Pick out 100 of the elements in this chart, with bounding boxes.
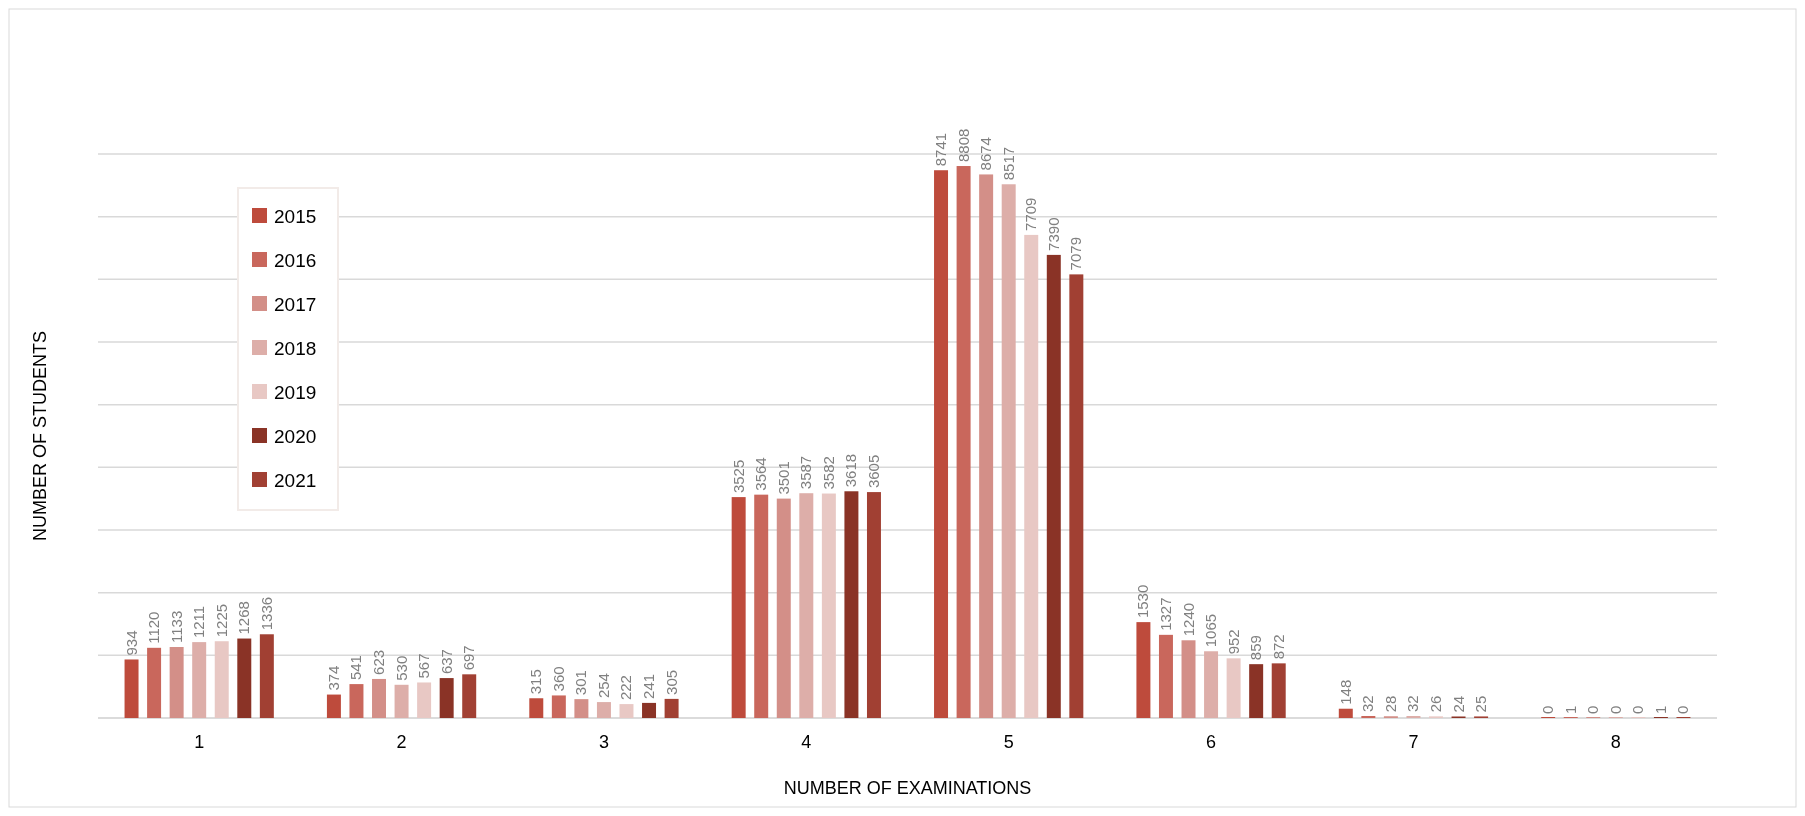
bar (192, 642, 207, 718)
x-tick-label: 3 (598, 732, 609, 752)
data-label: 8517 (999, 146, 1017, 181)
legend-label: 2019 (274, 381, 317, 403)
data-label: 315 (527, 669, 545, 695)
bar (214, 641, 229, 718)
bar (574, 699, 589, 718)
bar (394, 684, 409, 718)
data-label: 305 (662, 669, 680, 695)
bar (1024, 234, 1039, 718)
data-label: 8741 (932, 132, 950, 167)
bar (1001, 184, 1016, 718)
data-label: 301 (572, 670, 590, 696)
legend-label: 2017 (274, 293, 317, 315)
data-label: 360 (549, 666, 567, 692)
data-label: 25 (1472, 695, 1490, 713)
bar (326, 694, 341, 718)
data-label: 24 (1449, 695, 1467, 713)
x-axis-title: NUMBER OF EXAMINATIONS (783, 778, 1032, 798)
data-label: 8808 (954, 128, 972, 163)
data-label: 859 (1247, 635, 1265, 661)
x-tick-label: 4 (801, 732, 812, 752)
x-tick-label: 8 (1610, 732, 1621, 752)
bar (799, 493, 814, 718)
data-label: 28 (1381, 695, 1399, 713)
bar (1136, 622, 1151, 718)
data-label: 1336 (257, 596, 275, 631)
data-label: 872 (1269, 634, 1287, 660)
data-label: 0 (1629, 705, 1647, 714)
data-label: 541 (347, 655, 365, 681)
data-label: 1133 (167, 610, 185, 643)
data-label: 3525 (729, 459, 747, 494)
data-label: 26 (1426, 695, 1444, 713)
data-label: 697 (460, 645, 478, 671)
x-tick-label: 6 (1206, 732, 1217, 752)
data-label: 8674 (977, 137, 995, 171)
bar (1338, 708, 1353, 718)
data-label: 1120 (145, 611, 163, 644)
bar (259, 634, 274, 718)
bar (372, 678, 386, 718)
data-label: 1065 (1202, 613, 1220, 648)
bar (776, 498, 791, 718)
data-label: 1225 (212, 603, 230, 638)
data-label: 0 (1539, 705, 1557, 714)
bar (1226, 658, 1241, 718)
x-tick-label: 1 (194, 732, 205, 752)
data-label: 32 (1359, 695, 1377, 712)
data-label: 32 (1404, 695, 1422, 712)
bar (979, 174, 994, 718)
data-label: 7709 (1022, 197, 1040, 231)
bar (147, 647, 162, 718)
bar (956, 166, 971, 718)
data-label: 1 (1651, 705, 1669, 714)
data-label: 637 (437, 649, 455, 675)
bar (821, 493, 836, 718)
data-label: 934 (122, 630, 140, 656)
data-label: 3564 (752, 457, 770, 491)
data-label: 0 (1606, 705, 1624, 714)
x-tick-label: 2 (396, 732, 407, 752)
data-label: 241 (640, 673, 658, 699)
bar (1181, 640, 1196, 718)
bar (349, 684, 364, 718)
bar (124, 659, 139, 718)
bar (1046, 254, 1061, 718)
bar (731, 497, 746, 718)
bar (1271, 663, 1286, 718)
data-label: 254 (594, 673, 612, 699)
legend-label: 2016 (274, 249, 317, 271)
data-label: 7390 (1044, 217, 1062, 251)
bar (754, 494, 769, 718)
y-axis-title: NUMBER OF STUDENTS (30, 330, 50, 542)
data-label: 7079 (1067, 237, 1085, 271)
data-label: 0 (1674, 705, 1692, 714)
x-tick-label: 5 (1003, 732, 1014, 752)
bar (1069, 274, 1084, 718)
bar (1249, 664, 1264, 718)
bar (619, 704, 634, 718)
x-tick-label: 7 (1408, 732, 1419, 752)
legend-label: 2018 (274, 337, 317, 359)
legend-label: 2020 (274, 425, 317, 447)
bar (934, 170, 949, 718)
bar (1204, 651, 1219, 718)
bar (866, 492, 881, 718)
data-label: 1211 (190, 605, 208, 639)
bar (1158, 634, 1173, 718)
bar (844, 491, 859, 718)
data-label: 3618 (842, 453, 860, 488)
bar (439, 678, 454, 718)
bar (417, 682, 432, 718)
data-label: 222 (617, 675, 635, 701)
bar (529, 698, 544, 718)
data-label: 1268 (235, 601, 253, 635)
data-label: 3501 (774, 461, 792, 495)
data-label: 0 (1584, 705, 1602, 714)
data-label: 3587 (797, 455, 815, 490)
bar (664, 698, 679, 718)
data-label: 623 (370, 649, 388, 675)
data-label: 1240 (1179, 602, 1197, 637)
legend-label: 2021 (274, 469, 317, 491)
bar (596, 702, 611, 718)
